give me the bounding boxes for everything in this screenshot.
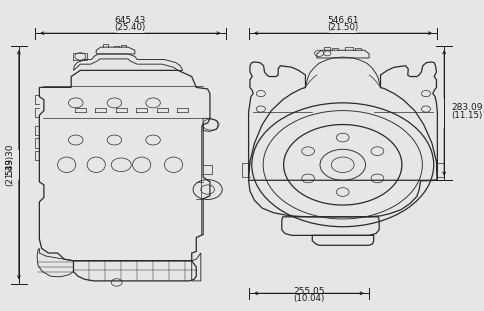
Text: (25.40): (25.40) [115,23,146,32]
Text: 543.30: 543.30 [5,143,15,175]
Text: (11.15): (11.15) [451,111,482,120]
Text: 283.09: 283.09 [451,103,483,112]
Text: (21.39): (21.39) [5,155,15,186]
Text: 546.61: 546.61 [327,16,359,25]
Text: 645.43: 645.43 [115,16,146,25]
Text: (21.50): (21.50) [327,23,358,32]
Text: 255.05: 255.05 [293,287,324,296]
Text: (10.04): (10.04) [293,294,324,303]
